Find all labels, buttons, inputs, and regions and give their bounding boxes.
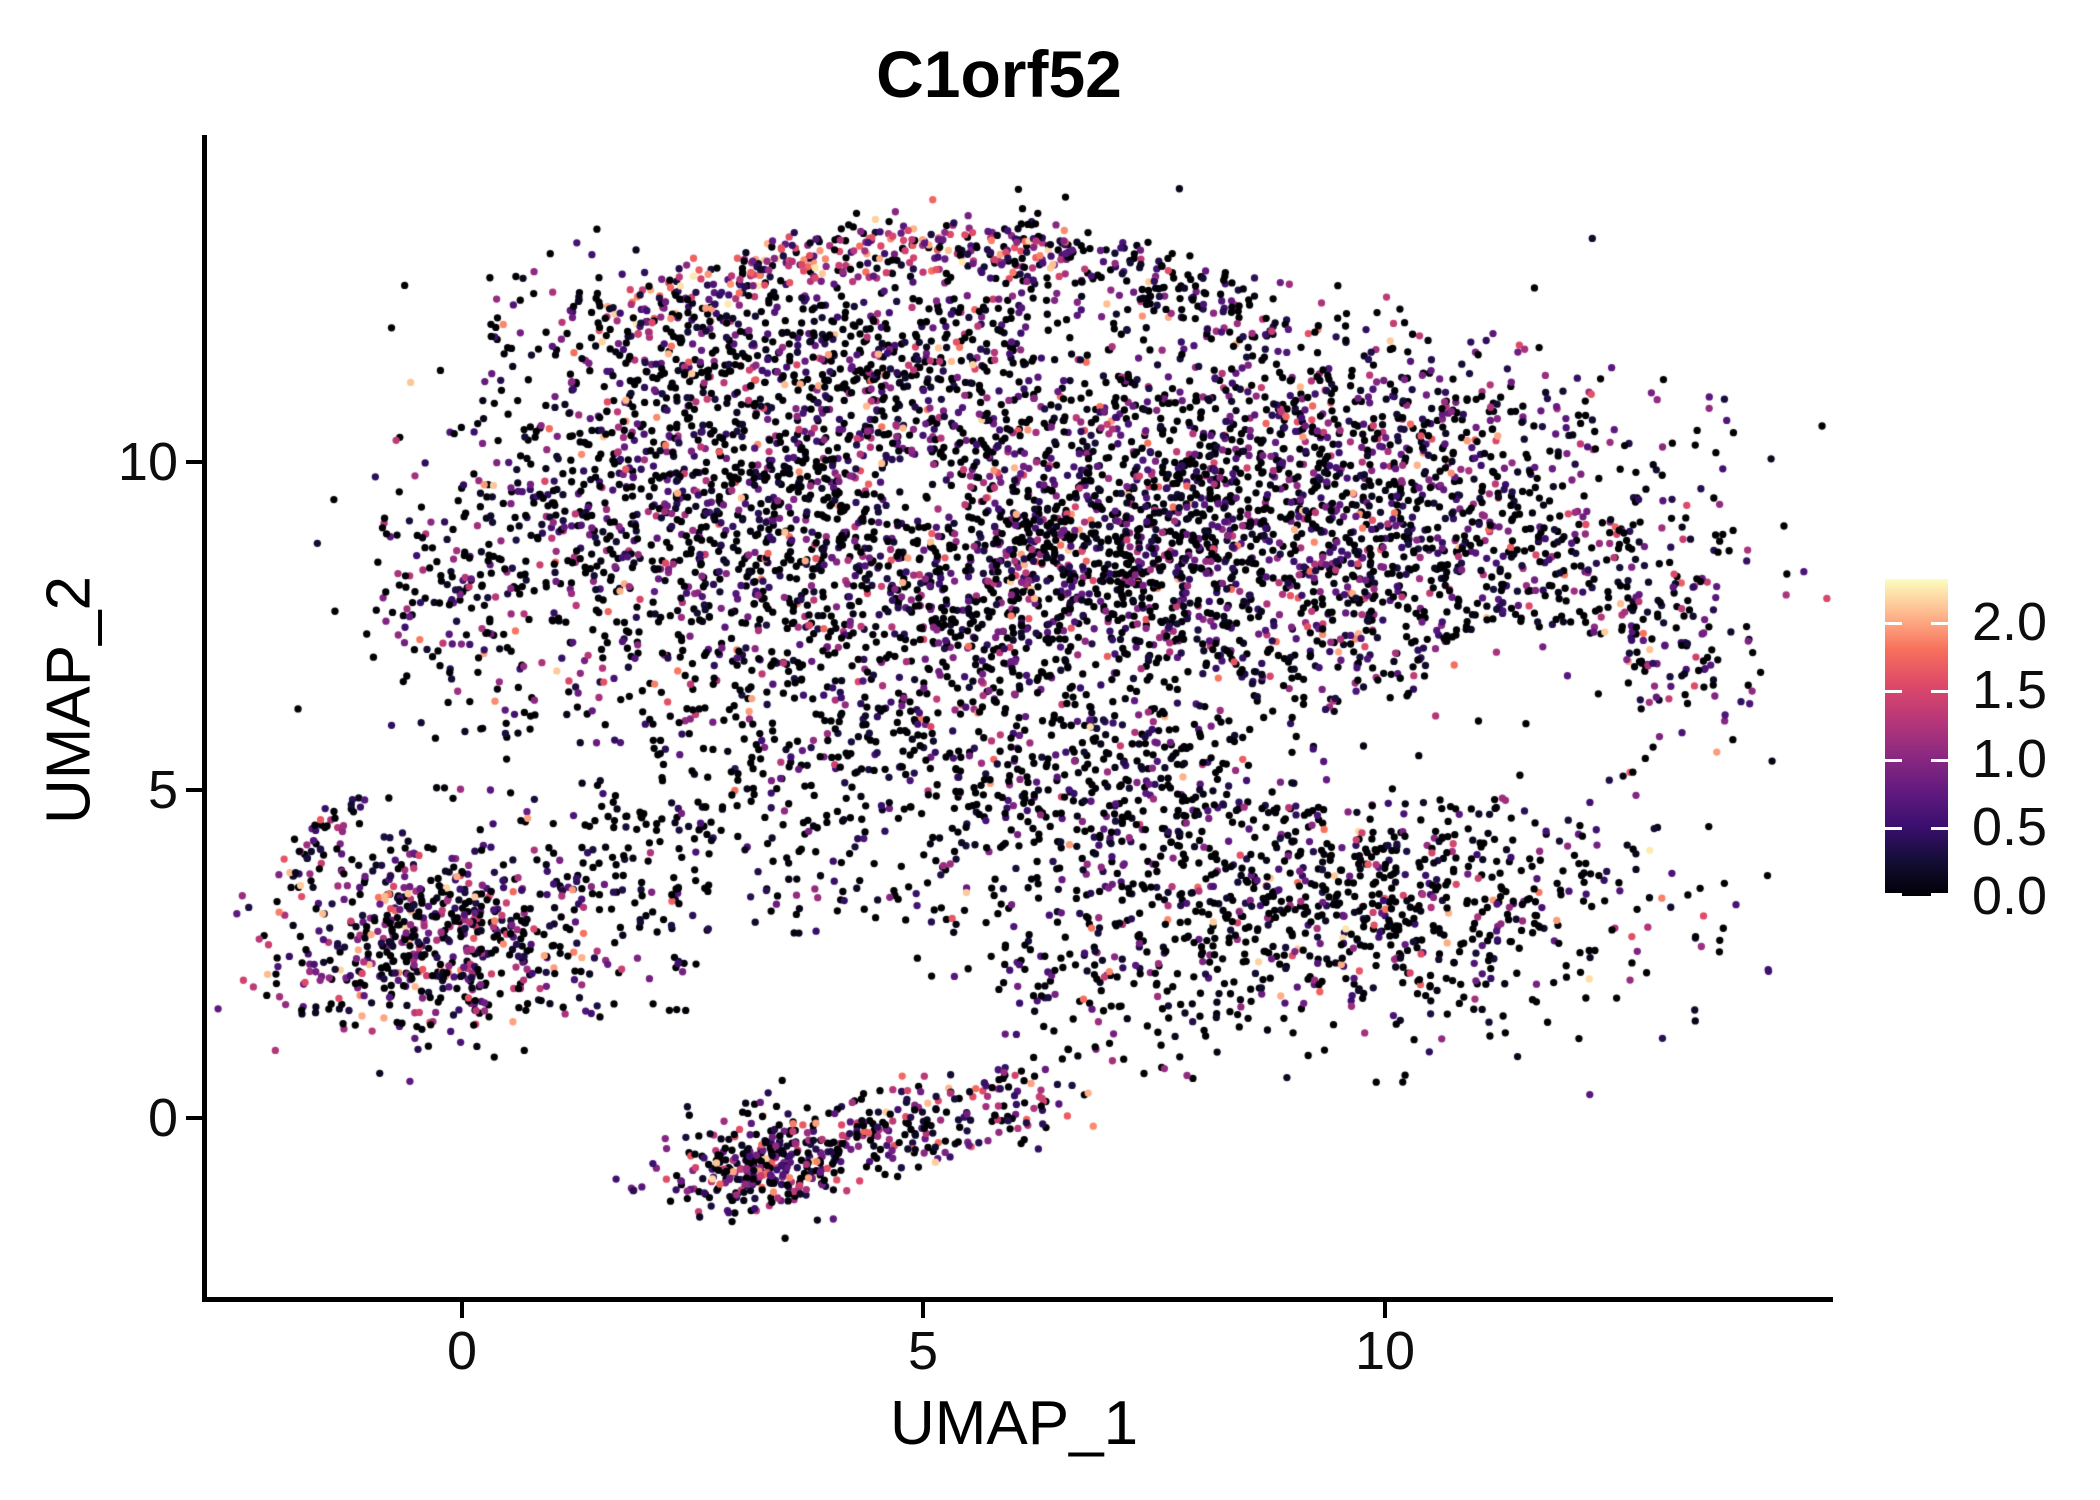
y-tick-label-10: 10 <box>117 432 178 492</box>
y-tick-label-0: 0 <box>147 1088 178 1148</box>
legend-tick-mark <box>1885 893 1902 896</box>
legend-label-0.0: 0.0 <box>1972 866 2048 926</box>
y-tick-label-5: 5 <box>147 760 178 820</box>
y-axis-line <box>202 135 207 1302</box>
legend-tick-mark <box>1885 690 1902 694</box>
legend-label-1.0: 1.0 <box>1972 729 2048 789</box>
x-tick-label-0: 0 <box>446 1321 478 1381</box>
legend-tick-mark <box>1931 690 1948 694</box>
x-tick-mark-5 <box>921 1302 925 1318</box>
x-tick-mark-0 <box>460 1302 464 1318</box>
x-tick-label-10: 10 <box>1354 1321 1416 1381</box>
plot-title: C1orf52 <box>876 37 1122 111</box>
y-tick-mark-0 <box>186 1116 202 1120</box>
x-tick-mark-10 <box>1383 1302 1387 1318</box>
legend-tick-mark <box>1885 827 1902 831</box>
legend-tick-mark <box>1931 621 1948 625</box>
legend-tick-mark <box>1931 758 1948 762</box>
legend-tick-mark <box>1931 893 1948 896</box>
legend-label-0.5: 0.5 <box>1972 797 2048 857</box>
x-axis-title: UMAP_1 <box>889 1389 1139 1458</box>
x-axis-line <box>202 1297 1833 1302</box>
legend-label-1.5: 1.5 <box>1972 660 2048 720</box>
legend-tick-mark <box>1931 827 1948 831</box>
y-axis-title: UMAP_2 <box>34 575 104 825</box>
legend-colorbar <box>1885 579 1948 896</box>
y-tick-mark-10 <box>186 460 202 464</box>
legend-label-2.0: 2.0 <box>1972 592 2048 652</box>
x-tick-label-5: 5 <box>907 1321 939 1381</box>
y-tick-mark-5 <box>186 788 202 792</box>
legend-tick-mark <box>1885 621 1902 625</box>
legend-tick-mark <box>1885 758 1902 762</box>
